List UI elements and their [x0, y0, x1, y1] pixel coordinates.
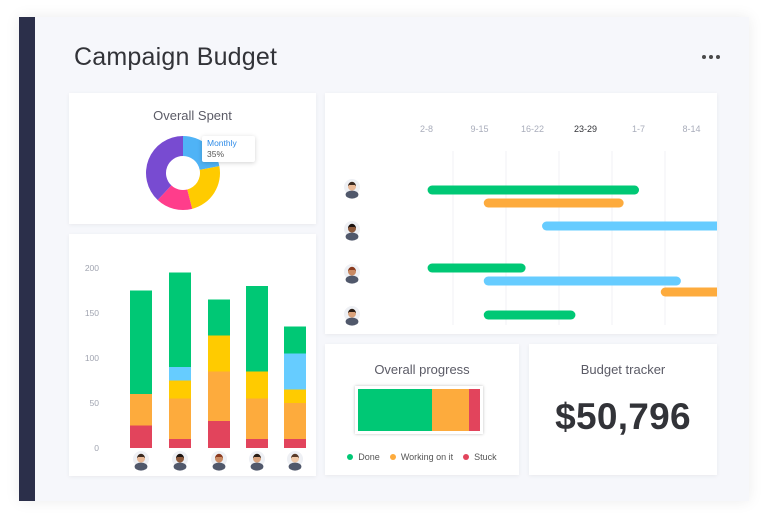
timeline-widget: 2-8 9-15 16-22 23-29 1-7 8-14 [325, 93, 717, 334]
overall-progress-bar [355, 386, 483, 434]
bar-segment[interactable] [208, 371, 230, 422]
bar-segment[interactable] [208, 335, 230, 372]
bar-segment[interactable] [284, 326, 306, 354]
timeline-bar[interactable] [427, 263, 526, 273]
bar-segment[interactable] [284, 439, 306, 448]
budget-value: $50,796 [555, 396, 691, 437]
avatar-icon[interactable] [133, 451, 149, 471]
avatar-icon-person-4[interactable] [344, 306, 360, 326]
avatar-icon-person-2[interactable] [344, 221, 360, 241]
week-label: 9-15 [470, 124, 488, 134]
donut-slice-3[interactable] [157, 185, 193, 210]
timeline-bar[interactable] [483, 276, 681, 286]
avatar-icon[interactable] [211, 451, 227, 471]
overall-spent-title: Overall Spent [153, 108, 232, 123]
tooltip-value: 35% [207, 149, 225, 159]
legend-label: Done [358, 452, 380, 462]
bar-segment[interactable] [208, 299, 230, 336]
y-tick-label: 0 [94, 443, 99, 453]
stacked-bar-widget: 0 50 100 150 200 [69, 234, 316, 476]
bar-segment[interactable] [284, 389, 306, 404]
timeline-chart: 2-8 9-15 16-22 23-29 1-7 8-14 [344, 124, 717, 326]
donut-slice-2[interactable] [187, 166, 220, 209]
donut-tooltip: Monthly 35% [202, 136, 255, 162]
week-label: 2-8 [420, 124, 433, 134]
avatar-icon-person-3[interactable] [344, 264, 360, 284]
bar-segment[interactable] [169, 272, 191, 368]
bar-segment[interactable] [169, 439, 191, 448]
y-tick-label: 200 [85, 263, 99, 273]
week-label: 23-29 [574, 124, 597, 134]
week-label: 16-22 [521, 124, 544, 134]
legend-label: Working on it [400, 452, 454, 462]
budget-tracker-widget: Budget tracker $50,796 [529, 344, 717, 475]
sidebar-accent-strip [19, 17, 35, 501]
legend-item: Stuck [463, 452, 497, 462]
progress-segment-stuck[interactable] [469, 389, 480, 431]
legend-item: Working on it [389, 452, 454, 462]
timeline-bar[interactable] [483, 198, 624, 208]
bar-segment[interactable] [130, 425, 152, 449]
bar-segment[interactable] [169, 367, 191, 381]
bar-segment[interactable] [246, 371, 268, 399]
bar-segment[interactable] [246, 286, 268, 372]
y-tick-label: 100 [85, 353, 99, 363]
avatar-icon-person-1[interactable] [344, 179, 360, 199]
week-label: 1-7 [632, 124, 645, 134]
week-label: 8-14 [682, 124, 700, 134]
overall-progress-title: Overall progress [374, 362, 470, 377]
more-options-icon[interactable] [702, 51, 722, 63]
overall-progress-widget: Overall progress Done Working on it Stuck [325, 344, 519, 475]
budget-tracker-title: Budget tracker [580, 362, 666, 377]
y-tick-label: 150 [85, 308, 99, 318]
timeline-bar[interactable] [542, 221, 717, 231]
legend-dot-icon [463, 454, 470, 460]
bar-segment[interactable] [246, 398, 268, 440]
overall-spent-widget: Overall Spent Monthly 35% [69, 93, 316, 224]
page-title: Campaign Budget [74, 43, 278, 71]
avatar-icon[interactable] [172, 451, 188, 471]
timeline-bar[interactable] [483, 310, 576, 320]
bar-segment[interactable] [169, 380, 191, 399]
bar-segment[interactable] [130, 290, 152, 395]
timeline-bar[interactable] [427, 185, 640, 195]
bar-segment[interactable] [284, 403, 306, 439]
legend-label: Stuck [474, 452, 497, 462]
timeline-bar[interactable] [660, 287, 717, 297]
y-tick-label: 50 [90, 398, 100, 408]
bar-segment[interactable] [169, 398, 191, 440]
avatar-icon[interactable] [287, 451, 303, 471]
tooltip-label: Monthly [207, 138, 237, 148]
donut-slice-4[interactable] [146, 136, 183, 200]
bar-segment[interactable] [246, 439, 268, 448]
bar-segment[interactable] [284, 353, 306, 390]
progress-segment-done[interactable] [358, 389, 433, 431]
legend-dot-icon [389, 454, 396, 460]
dashboard-board: Campaign Budget Overall Spent Monthly 35… [19, 17, 749, 501]
progress-segment-working-on-it[interactable] [432, 389, 469, 431]
bar-segment[interactable] [208, 421, 230, 448]
legend-item: Done [347, 452, 380, 462]
avatar-icon[interactable] [249, 451, 265, 471]
progress-legend: Done Working on it Stuck [325, 452, 519, 462]
legend-dot-icon [347, 454, 354, 460]
bar-segment[interactable] [130, 394, 152, 426]
stacked-bar-chart: 0 50 100 150 200 [85, 263, 306, 471]
